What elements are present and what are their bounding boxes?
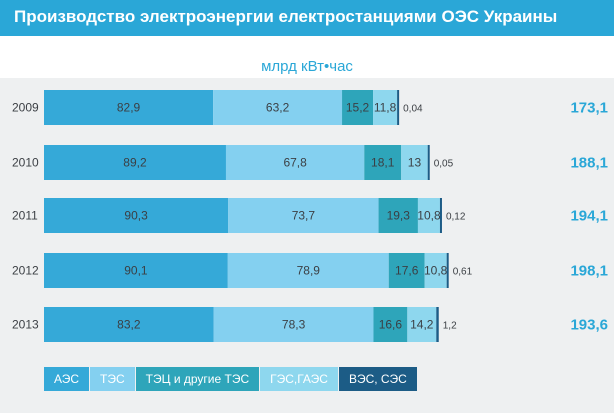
year-label: 2011: [12, 209, 38, 223]
bar-segment: [417, 198, 440, 233]
bar-segment: [342, 90, 374, 125]
bar-segment: [227, 253, 389, 288]
segment-value-label: 78,9: [297, 264, 321, 278]
bar-segment: [373, 90, 398, 125]
bar-segment: [213, 90, 343, 125]
segment-value-label: 0,05: [434, 159, 454, 170]
legend-item: ВЭС, СЭС: [338, 367, 417, 391]
segment-value-label: 19,3: [387, 209, 411, 223]
segment-value-label: 17,6: [395, 264, 419, 278]
bar-segment: [44, 145, 226, 180]
bar-segment: [397, 90, 400, 125]
segment-value-label: 78,3: [282, 318, 306, 332]
segment-value-label: 83,2: [117, 318, 141, 332]
bar-segment: [446, 253, 449, 288]
bar-segment: [228, 198, 379, 233]
bar-segment: [225, 145, 365, 180]
legend-item: АЭС: [44, 367, 90, 391]
segment-value-label: 0,12: [446, 212, 466, 223]
segment-value-label: 10,8: [417, 209, 441, 223]
segment-value-label: 67,8: [283, 156, 307, 170]
year-label: 2009: [12, 101, 39, 115]
bar-segment: [44, 253, 228, 288]
bar-segment: [44, 90, 214, 125]
bar-segment: [213, 307, 374, 342]
segment-value-label: 63,2: [266, 101, 290, 115]
total-value-label: 188,1: [570, 155, 608, 172]
bar-segment: [401, 145, 428, 180]
segment-value-label: 10,8: [424, 264, 448, 278]
unit-label: млрд кВт•час: [261, 58, 353, 75]
total-value-label: 173,1: [570, 100, 608, 117]
legend-item: ТЭЦ и другие ТЭС: [135, 367, 260, 391]
segment-value-label: 16,6: [379, 318, 403, 332]
segment-value-label: 15,2: [346, 101, 370, 115]
bar-segment: [439, 198, 442, 233]
bar-segment: [436, 307, 439, 342]
segment-value-label: 1,2: [443, 321, 457, 332]
segment-value-label: 73,7: [292, 209, 316, 223]
total-value-label: 198,1: [570, 263, 608, 280]
year-label: 2010: [12, 156, 39, 170]
segment-value-label: 90,1: [124, 264, 148, 278]
segment-value-label: 14,2: [410, 318, 434, 332]
bar-segment: [44, 307, 214, 342]
segment-value-label: 13: [408, 156, 422, 170]
total-value-label: 194,1: [570, 208, 608, 225]
segment-value-label: 82,9: [117, 101, 141, 115]
bar-segment: [364, 145, 402, 180]
segment-value-label: 11,8: [374, 101, 397, 115]
bar-segment: [388, 253, 425, 288]
legend: АЭС ТЭС ТЭЦ и другие ТЭС ГЭС,ГАЭС ВЭС, СЭС: [44, 367, 418, 391]
chart-background: [0, 78, 614, 413]
segment-value-label: 0,61: [453, 267, 473, 278]
year-label: 2013: [12, 318, 39, 332]
bar-segment: [378, 198, 418, 233]
bar-segment: [44, 198, 229, 233]
bar-segment: [407, 307, 437, 342]
title-bar: Производство электроэнергии електростанц…: [0, 0, 614, 36]
chart-title: Производство электроэнергии електростанц…: [14, 7, 558, 26]
total-value-label: 193,6: [570, 317, 608, 334]
segment-value-label: 0,04: [403, 104, 423, 115]
legend-item: ГЭС,ГАЭС: [260, 367, 338, 391]
bar-segment: [424, 253, 447, 288]
segment-value-label: 18,1: [371, 156, 395, 170]
bar-segment: [373, 307, 408, 342]
segment-value-label: 90,3: [124, 209, 148, 223]
bar-segment: [427, 145, 430, 180]
legend-item: ТЭС: [90, 367, 135, 391]
segment-value-label: 89,2: [123, 156, 147, 170]
year-label: 2012: [12, 264, 39, 278]
